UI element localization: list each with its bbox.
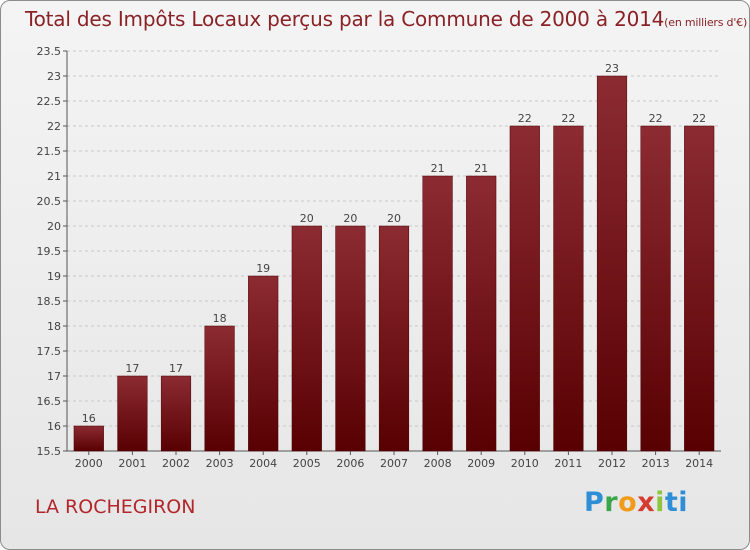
chart-title: Total des Impôts Locaux perçus par la Co… (25, 7, 747, 31)
y-tick-label: 20 (47, 220, 61, 233)
bar-2002 (160, 375, 192, 452)
value-label-2012: 23 (605, 62, 619, 75)
bar-2006 (335, 225, 366, 452)
y-tick-label: 23 (47, 70, 61, 83)
y-tick-label: 18.5 (37, 295, 62, 308)
x-tick-label: 2004 (249, 457, 277, 470)
value-label-2013: 22 (649, 112, 663, 125)
x-tick-label: 2010 (511, 457, 539, 470)
value-label-2009: 21 (474, 162, 488, 175)
y-tick-label: 23.5 (37, 45, 62, 58)
x-tick-label: 2007 (380, 457, 408, 470)
value-label-2002: 17 (169, 362, 183, 375)
bar-2010 (509, 125, 540, 452)
x-tick-label: 2013 (642, 457, 670, 470)
x-tick-label: 2011 (554, 457, 582, 470)
y-tick-label: 15.5 (37, 445, 62, 458)
value-label-2004: 19 (256, 262, 270, 275)
value-label-2007: 20 (387, 212, 401, 225)
x-tick-label: 2008 (424, 457, 452, 470)
x-tick-label: 2002 (162, 457, 190, 470)
y-tick-label: 22 (47, 120, 61, 133)
bar-2014 (684, 125, 715, 452)
value-label-2005: 20 (300, 212, 314, 225)
bar-2005 (291, 225, 322, 452)
y-tick-label: 17.5 (37, 345, 62, 358)
y-tick-label: 19 (47, 270, 61, 283)
value-label-2011: 22 (561, 112, 575, 125)
x-tick-labels: 2000 2001 2002 2003 2004 2005 2006 2007 2008 2009… (75, 451, 713, 470)
bar-2004 (248, 275, 279, 452)
x-tick-label: 2000 (75, 457, 103, 470)
commune-name: LA ROCHEGIRON (35, 496, 196, 518)
bars (73, 75, 715, 452)
x-tick-label: 2006 (336, 457, 364, 470)
bar-2008 (422, 175, 453, 452)
x-tick-label: 2003 (206, 457, 234, 470)
value-label-2010: 22 (518, 112, 532, 125)
value-label-2000: 16 (82, 412, 96, 425)
bar-2003 (204, 325, 235, 452)
x-tick-label: 2014 (685, 457, 713, 470)
x-tick-label: 2012 (598, 457, 626, 470)
y-tick-label: 22.5 (37, 95, 62, 108)
chart-unit-note: (en milliers d'€) (664, 16, 748, 29)
y-tick-label: 16.5 (37, 395, 62, 408)
value-label-2001: 17 (125, 362, 139, 375)
bar-2000 (73, 425, 104, 452)
y-tick-label: 17 (47, 370, 61, 383)
x-tick-label: 2001 (118, 457, 146, 470)
bar-2013 (640, 125, 671, 452)
bar-2007 (378, 225, 410, 452)
bar-2009 (466, 175, 497, 452)
x-tick-label: 2009 (467, 457, 495, 470)
bar-2011 (553, 125, 584, 452)
y-tick-label: 19.5 (37, 245, 62, 258)
y-tick-label: 21.5 (37, 145, 62, 158)
value-labels: 16 17 17 18 19 20 20 20 21 21 22 22 23 22 22 (82, 62, 706, 425)
value-label-2006: 20 (343, 212, 357, 225)
y-tick-label: 18 (47, 320, 61, 333)
value-label-2003: 18 (213, 312, 227, 325)
bar-2001 (117, 375, 148, 452)
y-tick-label: 16 (47, 420, 61, 433)
value-label-2014: 22 (692, 112, 706, 125)
x-tick-label: 2005 (293, 457, 321, 470)
value-label-2008: 21 (431, 162, 445, 175)
bar-2012 (596, 75, 628, 452)
chart-title-text: Total des Impôts Locaux perçus par la Co… (25, 7, 665, 31)
y-tick-labels: 15.5 16 16.5 17 17.5 18 18.5 19 19.5 20 20.5 21 21.5… (37, 45, 62, 458)
y-tick-label: 21 (47, 170, 61, 183)
y-tick-label: 20.5 (37, 195, 62, 208)
proxiti-logo: Proxiti (584, 487, 689, 518)
